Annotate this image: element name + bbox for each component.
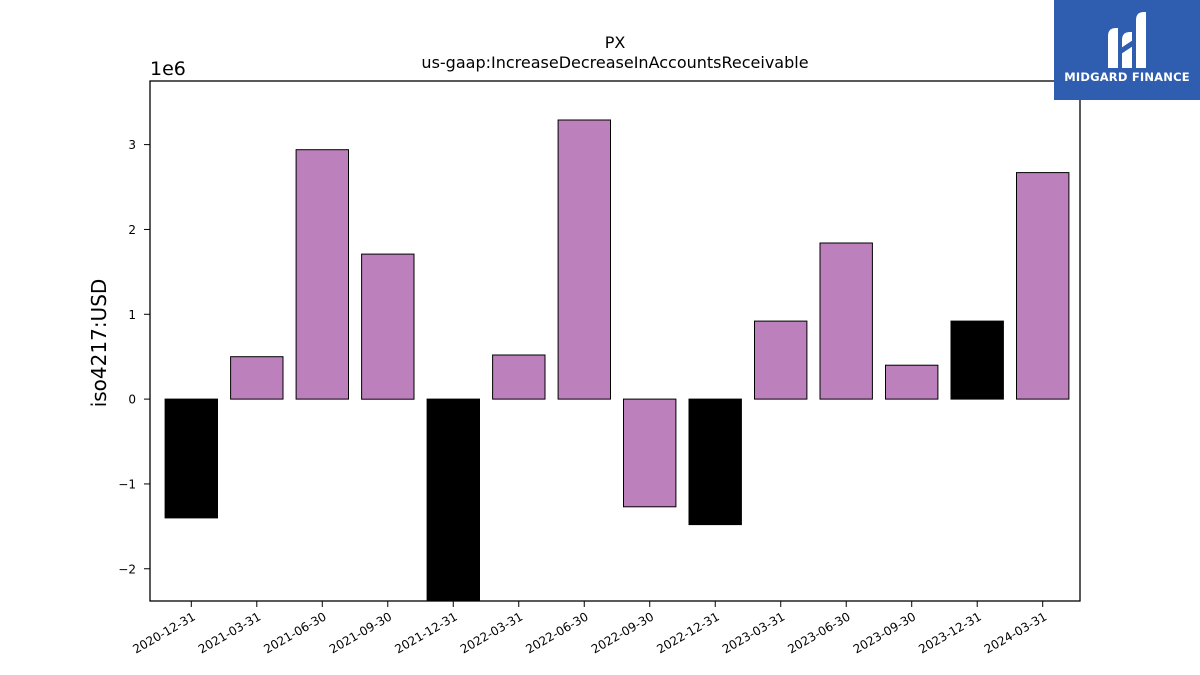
bar-2022-06-30 bbox=[557, 119, 611, 400]
bar-2022-03-31 bbox=[492, 354, 546, 400]
x-tick-label: 2022-06-30 bbox=[523, 609, 590, 656]
y-tick-label: 0 bbox=[128, 393, 136, 407]
bar-2023-09-30 bbox=[885, 364, 939, 400]
y-tick-label: 1 bbox=[128, 308, 136, 322]
x-tick-label: 2021-06-30 bbox=[261, 609, 328, 656]
x-tick-label: 2021-12-31 bbox=[392, 609, 459, 656]
plot-frame bbox=[149, 80, 1081, 602]
midgard-m-logo-icon bbox=[1108, 12, 1146, 68]
midgard-finance-logo: MIDGARD FINANCE bbox=[1054, 0, 1200, 100]
y-ticks-group: −2 −1 0 1 2 3 bbox=[118, 138, 150, 576]
bar-2020-12-31 bbox=[164, 398, 219, 519]
bar-2023-12-31 bbox=[950, 320, 1004, 400]
x-tick-label: 2023-03-31 bbox=[720, 609, 787, 656]
bar-2021-09-30 bbox=[361, 253, 415, 400]
bars-group bbox=[164, 119, 1070, 601]
chart-title: PX bbox=[605, 33, 626, 52]
x-tick-label: 2023-12-31 bbox=[916, 609, 983, 656]
y-tick-label: 3 bbox=[128, 138, 136, 152]
bar-2024-03-31 bbox=[1016, 172, 1070, 400]
bar-2021-03-31 bbox=[230, 356, 284, 400]
x-tick-label: 2024-03-31 bbox=[982, 609, 1049, 656]
bar-2022-09-30 bbox=[623, 398, 677, 508]
x-tick-label: 2022-03-31 bbox=[458, 609, 525, 656]
y-tick-label: −2 bbox=[118, 562, 136, 576]
x-ticks-group: 2020-12-312021-03-312021-06-302021-09-30… bbox=[130, 601, 1049, 656]
x-tick-label: 2023-09-30 bbox=[851, 609, 918, 656]
bar-2021-06-30 bbox=[295, 149, 350, 400]
bar-2022-12-31 bbox=[688, 398, 742, 526]
x-tick-label: 2022-09-30 bbox=[589, 609, 656, 656]
chart-subtitle: us-gaap:IncreaseDecreaseInAccountsReceiv… bbox=[421, 53, 808, 72]
bar-2023-06-30 bbox=[819, 242, 873, 400]
y-tick-label: 2 bbox=[128, 223, 136, 237]
y-axis-label: iso4217:USD bbox=[87, 279, 111, 408]
bar-2023-03-31 bbox=[754, 320, 808, 400]
x-tick-label: 2021-09-30 bbox=[327, 609, 394, 656]
brand-name: MIDGARD FINANCE bbox=[1064, 70, 1190, 84]
x-tick-label: 2022-12-31 bbox=[654, 609, 721, 656]
bar-2021-12-31 bbox=[426, 398, 481, 601]
y-scale-label: 1e6 bbox=[150, 58, 186, 80]
x-tick-label: 2023-06-30 bbox=[785, 609, 852, 656]
y-tick-label: −1 bbox=[118, 477, 136, 491]
x-tick-label: 2020-12-31 bbox=[130, 609, 197, 656]
x-tick-label: 2021-03-31 bbox=[196, 609, 263, 656]
